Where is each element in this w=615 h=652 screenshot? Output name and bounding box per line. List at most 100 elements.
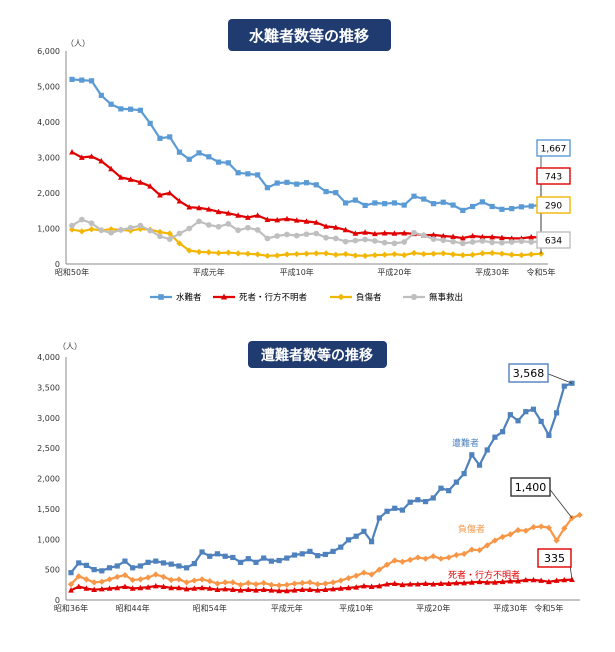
data-point xyxy=(460,207,466,213)
data-point xyxy=(235,227,241,234)
data-point xyxy=(78,216,85,223)
x-tick-label: 昭和36年 xyxy=(54,603,88,613)
y-tick-label: 0 xyxy=(55,260,60,269)
chart1-end-labels: 1,667 743 290 634 xyxy=(536,139,571,254)
y-tick-label: 3,000 xyxy=(37,154,60,163)
data-point xyxy=(88,226,95,233)
data-point xyxy=(371,252,379,259)
data-point xyxy=(337,585,344,591)
y-tick-label: 2,000 xyxy=(37,475,60,484)
data-point xyxy=(414,581,421,587)
data-point xyxy=(303,180,310,186)
data-point xyxy=(117,227,124,233)
legend-label: 水難者 xyxy=(176,292,202,303)
data-point xyxy=(411,193,417,199)
data-point xyxy=(322,551,328,558)
data-point xyxy=(415,497,421,503)
series-line xyxy=(71,78,542,212)
data-point xyxy=(205,249,212,256)
data-point xyxy=(352,197,358,203)
x-tick-label: 平成20年 xyxy=(377,267,411,277)
data-point xyxy=(459,252,466,259)
data-point xyxy=(332,224,339,230)
data-point xyxy=(214,580,221,587)
data-point xyxy=(323,223,329,229)
chart2-x-ticks: 昭和36年 昭和44年 昭和54年 平成元年 平成10年 平成20年 平成30年 令和5年 xyxy=(54,603,564,613)
data-point xyxy=(437,555,445,562)
data-point xyxy=(264,185,271,191)
data-point xyxy=(268,587,275,593)
data-point xyxy=(528,239,535,245)
chart2-title-box xyxy=(248,341,387,368)
data-point xyxy=(372,230,378,237)
data-point xyxy=(484,447,490,453)
data-point xyxy=(130,565,136,571)
data-point xyxy=(411,229,417,236)
data-point xyxy=(459,240,466,247)
data-point xyxy=(313,250,320,257)
data-point xyxy=(307,586,313,593)
data-point xyxy=(98,585,105,592)
data-point xyxy=(376,566,383,573)
legend-label: 死者・行方不明者 xyxy=(239,292,308,303)
data-point xyxy=(67,581,75,588)
legend-swatch-marker xyxy=(337,293,345,301)
end-label-box xyxy=(536,167,571,185)
y-tick-label: 4,000 xyxy=(37,118,60,127)
data-point xyxy=(372,200,378,206)
data-point xyxy=(160,583,167,589)
data-point xyxy=(137,179,144,185)
data-point xyxy=(342,200,349,206)
data-point xyxy=(206,585,213,591)
data-point xyxy=(430,231,437,238)
end-label-value: 335 xyxy=(544,552,565,565)
x-tick-label: 平成元年 xyxy=(271,603,303,613)
data-point xyxy=(122,558,128,564)
data-point xyxy=(514,527,522,534)
data-point xyxy=(313,219,320,225)
data-point xyxy=(83,562,90,568)
data-point xyxy=(261,555,267,561)
data-point xyxy=(491,537,499,544)
chart2-series xyxy=(67,380,583,594)
y-tick-label: 3,000 xyxy=(37,414,60,423)
chart1-series xyxy=(68,76,545,259)
data-point xyxy=(338,544,344,550)
data-point xyxy=(137,576,144,583)
chart2-y-ticks: 0 500 1,000 1,500 2,000 2,500 3,000 3,500 4,000 xyxy=(37,353,60,605)
end-label-value: 290 xyxy=(545,202,562,212)
data-point xyxy=(461,471,467,477)
data-point xyxy=(430,201,437,207)
data-point xyxy=(538,418,544,424)
data-point xyxy=(186,225,193,232)
data-point xyxy=(391,230,398,236)
data-point xyxy=(147,227,154,234)
data-point xyxy=(450,202,456,208)
x-tick-label: 平成10年 xyxy=(280,267,314,277)
data-point xyxy=(274,233,281,239)
data-point xyxy=(422,580,429,586)
data-point xyxy=(168,561,174,567)
data-point xyxy=(79,77,85,83)
data-point xyxy=(323,188,329,195)
y-tick-label: 1,000 xyxy=(37,225,60,234)
data-point xyxy=(129,585,136,591)
data-point xyxy=(108,101,114,107)
data-point xyxy=(307,548,313,554)
data-point xyxy=(98,227,105,234)
x-tick-label: 昭和50年 xyxy=(55,267,89,277)
data-point xyxy=(253,559,259,565)
data-point xyxy=(383,561,391,568)
data-point xyxy=(175,576,183,583)
data-point xyxy=(368,583,375,589)
data-point xyxy=(376,515,382,521)
data-point xyxy=(152,571,159,578)
data-point xyxy=(147,183,154,189)
data-point xyxy=(538,577,545,583)
data-point xyxy=(508,235,515,241)
data-point xyxy=(69,222,75,229)
data-point xyxy=(499,234,505,241)
data-point xyxy=(546,432,552,438)
data-point xyxy=(284,179,290,185)
